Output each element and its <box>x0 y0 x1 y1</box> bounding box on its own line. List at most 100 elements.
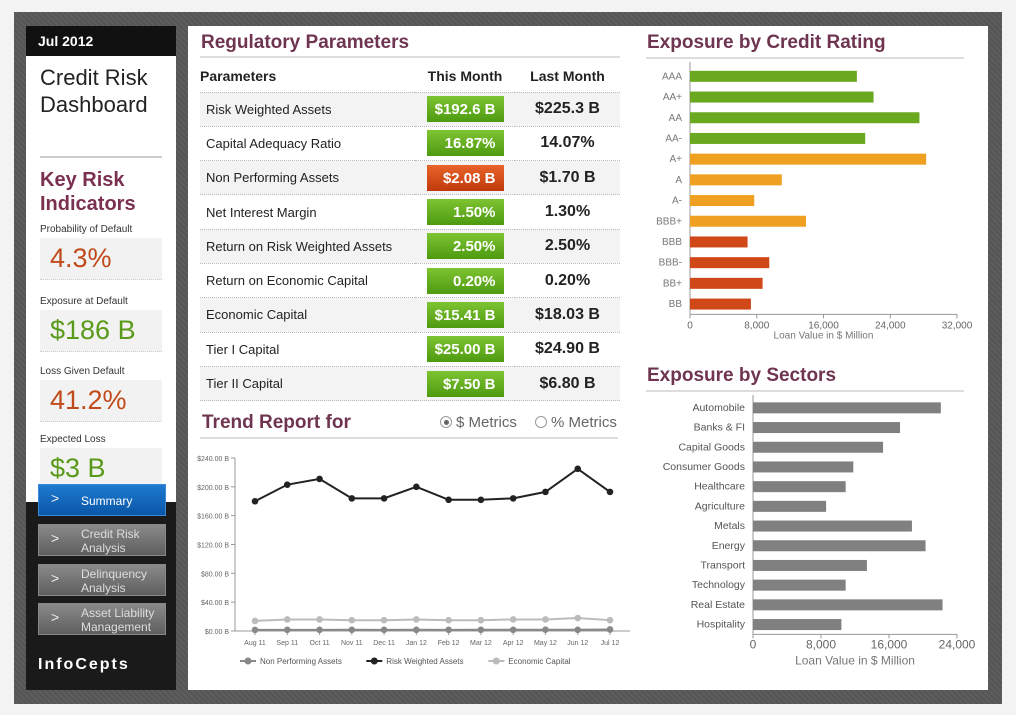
data-point <box>251 626 259 634</box>
category-label: BB+ <box>663 278 682 289</box>
radio-unselected-icon <box>535 416 547 428</box>
bar <box>753 402 941 414</box>
nav-delinquency-analysis-button[interactable]: > Delinquency Analysis <box>38 564 166 596</box>
data-point <box>606 488 614 496</box>
dashboard-title-line1: Credit Risk <box>40 65 148 90</box>
kri-label: Loss Given Default <box>40 366 125 377</box>
category-label: A <box>675 175 682 186</box>
data-point <box>413 616 420 623</box>
percent-metrics-radio[interactable]: % Metrics <box>535 414 617 431</box>
x-tick-label: 24,000 <box>939 637 976 651</box>
last-month-value: 2.50% <box>515 229 620 264</box>
nav-summary-button[interactable]: > Summary <box>38 484 166 516</box>
radio-selected-icon <box>440 416 452 428</box>
section-divider <box>200 437 618 439</box>
bar <box>753 540 926 552</box>
x-tick-label: 32,000 <box>942 320 973 331</box>
nav-label: Asset Liability Management <box>81 606 155 634</box>
section-divider <box>646 57 964 59</box>
table-row: Risk Weighted Assets $192.6 B $225.3 B <box>200 92 620 127</box>
chevron-right-icon: > <box>51 570 60 586</box>
x-tick-label: Jun 12 <box>567 640 588 647</box>
parameter-name: Tier II Capital <box>200 366 415 402</box>
series-line <box>254 467 611 503</box>
x-axis-label: Loan Value in $ Million <box>774 330 874 341</box>
x-tick-label: 0 <box>687 320 693 331</box>
nav-asset-liability-management-button[interactable]: > Asset Liability Management <box>38 603 166 635</box>
infocepts-logo: InfoCepts <box>38 656 130 673</box>
parameter-name: Risk Weighted Assets <box>200 92 415 127</box>
category-label: AAA <box>662 71 682 82</box>
dashboard-title: Credit Risk Dashboard <box>40 64 148 118</box>
radio-label: $ Metrics <box>456 414 517 431</box>
category-label: Real Estate <box>691 599 745 611</box>
parameter-name: Non Performing Assets <box>200 160 415 196</box>
data-point <box>477 496 485 504</box>
category-label: Metals <box>714 520 745 532</box>
category-label: Agriculture <box>695 500 745 512</box>
trend-line-chart: $0.00 B $40.00 B $80.00 B $120.00 B $160.00 … <box>197 456 630 666</box>
this-month-value: $15.41 B <box>426 301 504 328</box>
trend-report-title: Trend Report for <box>202 412 351 433</box>
data-point <box>251 497 259 505</box>
data-point <box>509 626 517 634</box>
data-point <box>509 616 517 623</box>
bar <box>753 559 867 571</box>
parameter-name: Net Interest Margin <box>200 194 415 230</box>
kri-label: Probability of Default <box>40 224 133 235</box>
x-tick-label: Jan 12 <box>406 640 427 647</box>
y-tick-label: $40.00 B <box>201 600 229 607</box>
category-label: Consumer Goods <box>663 461 745 473</box>
data-point <box>477 626 485 634</box>
this-month-value: $25.00 B <box>426 336 504 363</box>
data-point <box>445 496 452 504</box>
legend-label: Risk Weighted Assets <box>386 657 463 666</box>
nav-credit-risk-analysis-button[interactable]: > Credit Risk Analysis <box>38 524 166 556</box>
data-point <box>380 616 388 624</box>
x-tick-label: 24,000 <box>875 320 906 331</box>
parameter-name: Capital Adequacy Ratio <box>200 126 415 162</box>
data-point <box>348 495 356 502</box>
category-label: Capital Goods <box>678 441 745 453</box>
chevron-right-icon: > <box>51 609 60 625</box>
bar <box>690 195 755 207</box>
category-label: Healthcare <box>694 481 745 493</box>
kri-panel: Credit Risk Dashboard Key Risk Indicator… <box>26 56 176 502</box>
table-row: Tier II Capital $7.50 B $6.80 B <box>200 366 620 402</box>
x-tick-label: Nov 11 <box>341 640 363 647</box>
bar <box>753 579 846 591</box>
last-month-value: $24.90 B <box>515 332 620 367</box>
legend-label: Non Performing Assets <box>260 657 342 666</box>
this-month-value: 2.50% <box>426 233 504 260</box>
data-point <box>445 626 452 634</box>
bar <box>690 277 763 289</box>
last-month-value: $6.80 B <box>515 366 620 402</box>
dollar-metrics-radio[interactable]: $ Metrics <box>440 414 517 431</box>
table-header-row: Parameters This Month Last Month <box>200 60 620 93</box>
this-month-value: $2.08 B <box>426 164 504 191</box>
y-tick-label: $0.00 B <box>205 629 229 636</box>
legend-marker <box>244 657 252 665</box>
bar <box>690 174 782 186</box>
data-point <box>316 475 323 483</box>
regulatory-parameters-table: Parameters This Month Last Month Risk We… <box>200 60 620 402</box>
sectors-title: Exposure by Sectors <box>647 365 837 386</box>
nav-label: Credit Risk Analysis <box>81 527 140 555</box>
credit-rating-title: Exposure by Credit Rating <box>647 32 886 53</box>
kri-value: 4.3% <box>40 238 162 280</box>
data-point <box>380 495 388 502</box>
data-point <box>445 616 452 624</box>
last-month-value: $18.03 B <box>515 297 620 333</box>
data-point <box>283 616 291 623</box>
last-month-value: 1.30% <box>515 194 620 230</box>
table-row: Return on Risk Weighted Assets 2.50% 2.5… <box>200 229 620 264</box>
kri-loss-given-default: Loss Given Default 41.2% <box>40 366 162 422</box>
bar <box>690 257 770 269</box>
column-header: This Month <box>415 60 515 93</box>
category-label: Energy <box>712 540 746 552</box>
dashboard-title-line2: Dashboard <box>40 92 148 117</box>
table-row: Non Performing Assets $2.08 B $1.70 B <box>200 160 620 196</box>
this-month-value: 16.87% <box>426 130 504 157</box>
category-label: A+ <box>669 154 682 165</box>
data-point <box>542 616 549 623</box>
